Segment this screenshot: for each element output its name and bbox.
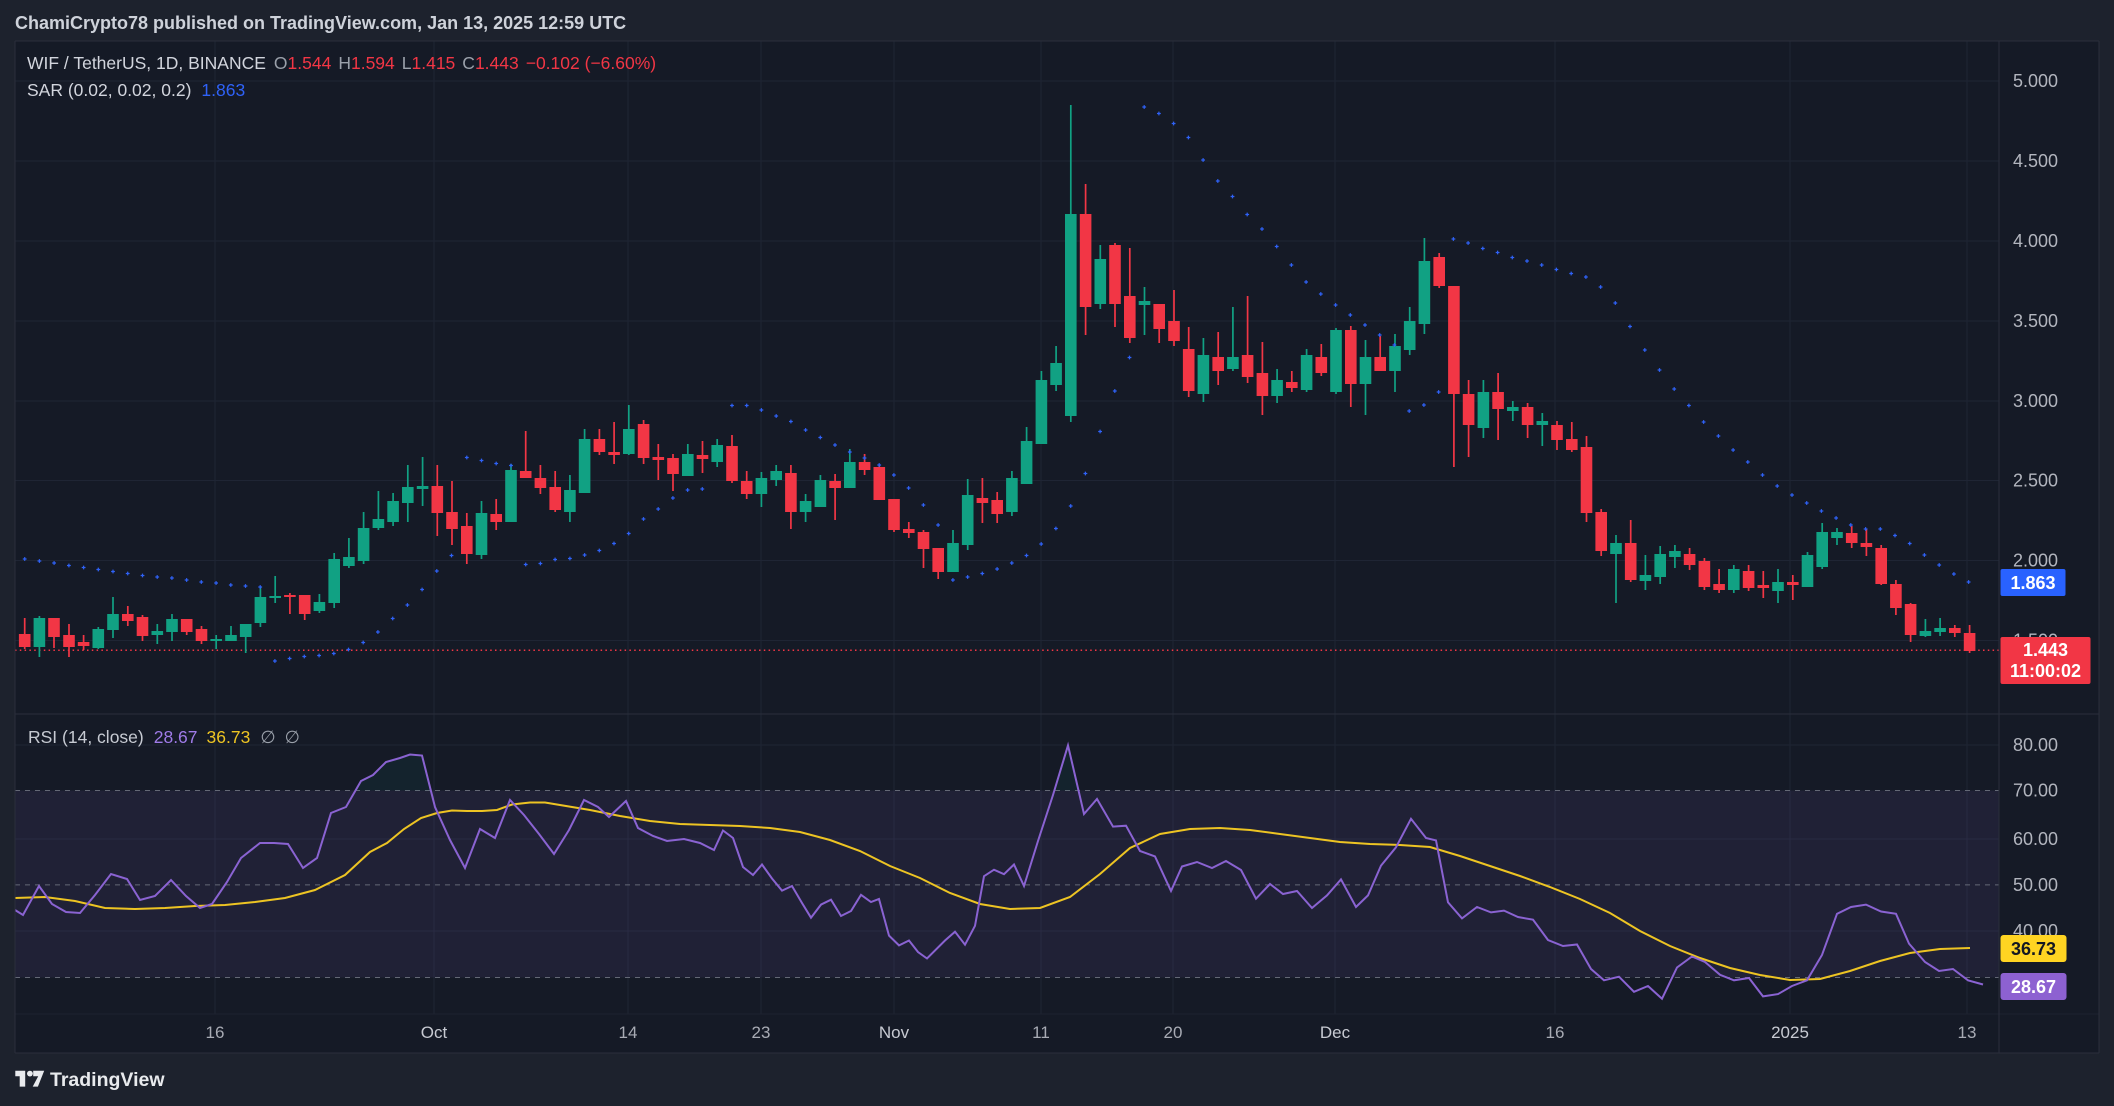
svg-text:1.863: 1.863 xyxy=(2010,573,2055,593)
svg-text:5.000: 5.000 xyxy=(2013,71,2058,91)
svg-text:11: 11 xyxy=(1032,1023,1050,1042)
svg-text:20: 20 xyxy=(1164,1023,1183,1042)
svg-text:60.00: 60.00 xyxy=(2013,829,2058,849)
svg-text:ChamiCrypto78 published on Tra: ChamiCrypto78 published on TradingView.c… xyxy=(15,13,626,33)
svg-text:2025: 2025 xyxy=(1771,1023,1809,1042)
svg-text:2.500: 2.500 xyxy=(2013,471,2058,491)
svg-text:4.000: 4.000 xyxy=(2013,231,2058,251)
svg-text:1.443: 1.443 xyxy=(2023,640,2068,660)
svg-text:Nov: Nov xyxy=(879,1023,910,1042)
svg-text:3.000: 3.000 xyxy=(2013,391,2058,411)
svg-text:70.00: 70.00 xyxy=(2013,781,2058,801)
svg-text:Oct: Oct xyxy=(421,1023,448,1042)
svg-text:16: 16 xyxy=(1546,1023,1565,1042)
svg-text:TradingView: TradingView xyxy=(50,1069,165,1091)
svg-text:4.500: 4.500 xyxy=(2013,151,2058,171)
svg-text:23: 23 xyxy=(752,1023,771,1042)
svg-text:16: 16 xyxy=(206,1023,225,1042)
svg-text:28.67: 28.67 xyxy=(2011,977,2056,997)
svg-text:36.73: 36.73 xyxy=(2011,939,2056,959)
svg-text:80.00: 80.00 xyxy=(2013,735,2058,755)
svg-text:Dec: Dec xyxy=(1320,1023,1351,1042)
svg-text:50.00: 50.00 xyxy=(2013,875,2058,895)
svg-text:2.000: 2.000 xyxy=(2013,551,2058,571)
svg-text:11:00:02: 11:00:02 xyxy=(2010,661,2081,681)
svg-text:14: 14 xyxy=(619,1023,638,1042)
svg-text:13: 13 xyxy=(1958,1023,1977,1042)
svg-text:3.500: 3.500 xyxy=(2013,311,2058,331)
svg-text:SAR (0.02, 0.02, 0.2)1.863: SAR (0.02, 0.02, 0.2) 1.863 xyxy=(27,80,245,100)
